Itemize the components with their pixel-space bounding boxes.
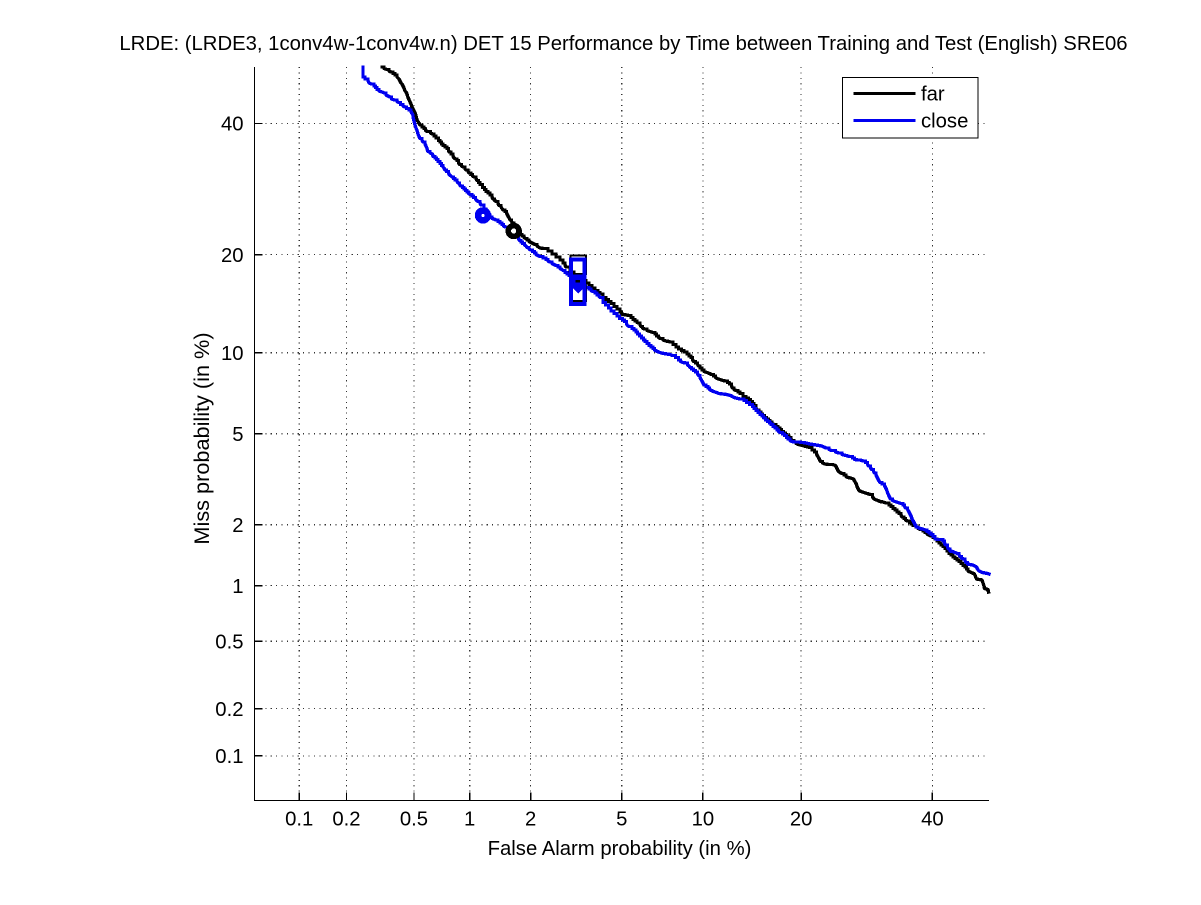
svg-text:20: 20: [221, 245, 244, 267]
svg-text:LRDE: (LRDE3, 1conv4w-1conv4w.: LRDE: (LRDE3, 1conv4w-1conv4w.n) DET 15 …: [119, 33, 1127, 55]
svg-text:close: close: [921, 111, 968, 133]
svg-text:40: 40: [921, 809, 944, 831]
svg-text:2: 2: [232, 515, 243, 537]
svg-text:far: far: [921, 84, 945, 106]
svg-text:1: 1: [464, 809, 475, 831]
svg-text:1: 1: [232, 576, 243, 598]
svg-text:10: 10: [221, 343, 244, 365]
svg-text:20: 20: [790, 809, 813, 831]
svg-text:40: 40: [221, 114, 244, 136]
svg-text:False Alarm probability (in %): False Alarm probability (in %): [488, 838, 752, 860]
svg-text:10: 10: [692, 809, 715, 831]
svg-text:Miss probability (in %): Miss probability (in %): [189, 332, 214, 544]
svg-text:0.1: 0.1: [215, 746, 243, 768]
svg-text:0.2: 0.2: [332, 809, 360, 831]
svg-text:2: 2: [525, 809, 536, 831]
svg-text:5: 5: [232, 424, 243, 446]
svg-text:5: 5: [616, 809, 627, 831]
svg-text:0.1: 0.1: [285, 809, 313, 831]
svg-text:0.2: 0.2: [215, 699, 243, 721]
svg-text:0.5: 0.5: [215, 631, 243, 653]
svg-text:0.5: 0.5: [400, 809, 428, 831]
